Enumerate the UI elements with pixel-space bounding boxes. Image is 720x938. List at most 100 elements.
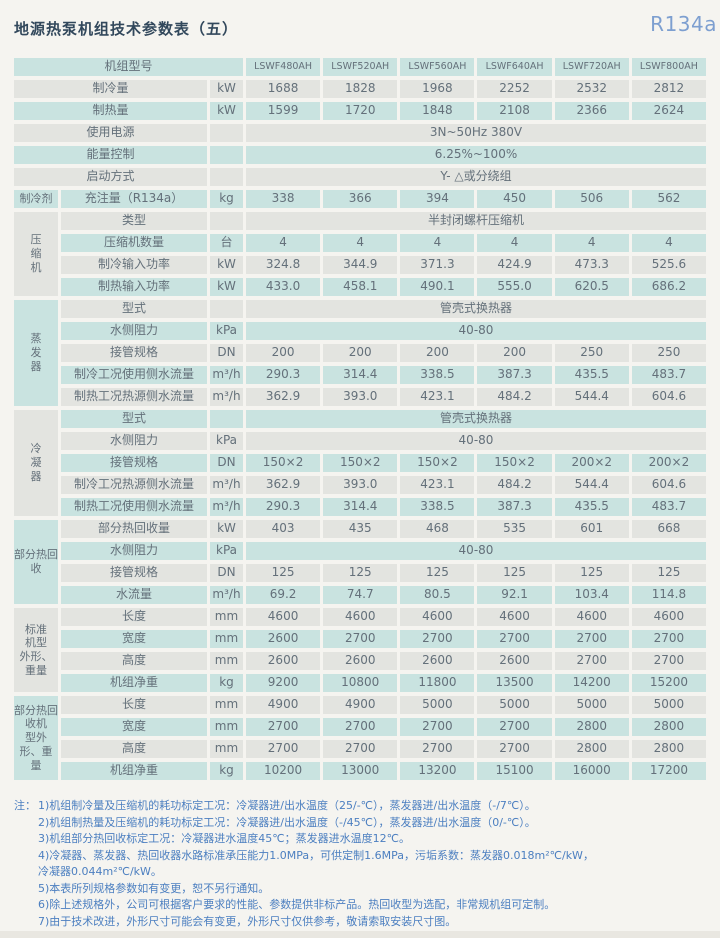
row-label-cell: 制冷量 <box>14 80 207 98</box>
span-value-cell: 半封闭螺杆压缩机 <box>246 212 706 230</box>
unit-cell <box>210 410 243 428</box>
value-cell: 11800 <box>400 674 475 692</box>
value-cell: 9200 <box>246 674 321 692</box>
value-cell: 344.9 <box>323 256 398 274</box>
value-cell: 2600 <box>323 652 398 670</box>
unit-cell: DN <box>210 564 243 582</box>
unit-cell: m³/h <box>210 586 243 604</box>
value-cell: 483.7 <box>631 498 706 516</box>
unit-cell: m³/h <box>210 388 243 406</box>
row-label-cell: 接管规格 <box>61 564 207 582</box>
unit-cell: kg <box>210 674 243 692</box>
value-cell: 10200 <box>246 762 321 780</box>
value-cell: 468 <box>400 520 475 538</box>
unit-cell: m³/h <box>210 476 243 494</box>
group-cell: 部分热回 收机 型外 形、重 量 <box>14 696 58 780</box>
value-cell: 2800 <box>554 740 629 758</box>
value-cell: 1828 <box>323 80 398 98</box>
value-cell: 2800 <box>631 718 706 736</box>
value-cell: 4600 <box>631 608 706 626</box>
row-label-cell: 部分热回收量 <box>61 520 207 538</box>
value-cell: 338.5 <box>400 498 475 516</box>
value-cell: 4600 <box>554 608 629 626</box>
page-title: 地源热泵机组技术参数表（五） <box>14 20 239 38</box>
value-cell: 4 <box>323 234 398 252</box>
value-cell: 2700 <box>477 718 552 736</box>
row-label-cell: 启动方式 <box>14 168 207 186</box>
unit-cell: kPa <box>210 542 243 560</box>
value-cell: 435 <box>323 520 398 538</box>
group-cell: 蒸 发 器 <box>14 300 58 406</box>
unit-cell: kPa <box>210 432 243 450</box>
value-cell: 5000 <box>554 696 629 714</box>
span-value-cell: 40-80 <box>246 432 706 450</box>
model-header-cell: LSWF720AH <box>554 58 629 76</box>
refrigerant-label: R134a <box>650 12 717 36</box>
value-cell: 604.6 <box>631 388 706 406</box>
value-cell: 387.3 <box>477 366 552 384</box>
unit-cell: kW <box>210 256 243 274</box>
value-cell: 250 <box>554 344 629 362</box>
value-cell: 5000 <box>631 696 706 714</box>
value-cell: 371.3 <box>400 256 475 274</box>
value-cell: 4 <box>554 234 629 252</box>
value-cell: 125 <box>477 564 552 582</box>
value-cell: 424.9 <box>477 256 552 274</box>
note-item: 5)本表所列规格参数如有变更，恕不另行通知。 <box>38 881 270 895</box>
notes-items: 1)机组制冷量及压缩机的耗功标定工况：冷凝器进/出水温度（25/-℃），蒸发器进… <box>38 798 714 930</box>
unit-cell: m³/h <box>210 498 243 516</box>
row-label-cell: 制热工况热源侧水流量 <box>61 388 207 406</box>
value-cell: 2624 <box>631 102 706 120</box>
span-value-cell: 3N~50Hz 380V <box>246 124 706 142</box>
value-cell: 290.3 <box>246 498 321 516</box>
value-cell: 2800 <box>554 718 629 736</box>
row-label-cell: 制冷输入功率 <box>61 256 207 274</box>
unit-cell <box>210 146 243 164</box>
unit-cell: kg <box>210 190 243 208</box>
unit-cell: m³/h <box>210 366 243 384</box>
value-cell: 17200 <box>631 762 706 780</box>
value-cell: 103.4 <box>554 586 629 604</box>
value-cell: 69.2 <box>246 586 321 604</box>
row-label-cell: 制热工况使用侧水流量 <box>61 498 207 516</box>
value-cell: 620.5 <box>554 278 629 296</box>
value-cell: 544.4 <box>554 388 629 406</box>
unit-cell: mm <box>210 740 243 758</box>
unit-cell: mm <box>210 718 243 736</box>
value-cell: 5000 <box>400 696 475 714</box>
value-cell: 4900 <box>246 696 321 714</box>
value-cell: 362.9 <box>246 388 321 406</box>
row-label-cell: 使用电源 <box>14 124 207 142</box>
value-cell: 2700 <box>631 630 706 648</box>
value-cell: 338.5 <box>400 366 475 384</box>
value-cell: 4 <box>400 234 475 252</box>
span-value-cell: 6.25%~100% <box>246 146 706 164</box>
value-cell: 1599 <box>246 102 321 120</box>
value-cell: 324.8 <box>246 256 321 274</box>
unit-cell: kg <box>210 762 243 780</box>
value-cell: 314.4 <box>323 366 398 384</box>
value-cell: 200×2 <box>554 454 629 472</box>
value-cell: 2700 <box>323 718 398 736</box>
value-cell: 4900 <box>323 696 398 714</box>
value-cell: 4600 <box>246 608 321 626</box>
value-cell: 200 <box>323 344 398 362</box>
unit-cell: kW <box>210 278 243 296</box>
row-label-cell: 宽度 <box>61 718 207 736</box>
span-value-cell: Y- △或分绕组 <box>246 168 706 186</box>
value-cell: 16000 <box>554 762 629 780</box>
value-cell: 525.6 <box>631 256 706 274</box>
row-label-cell: 接管规格 <box>61 454 207 472</box>
page-header: 地源热泵机组技术参数表（五） R134a <box>14 0 720 52</box>
row-label-cell: 宽度 <box>61 630 207 648</box>
value-cell: 2700 <box>631 652 706 670</box>
value-cell: 544.4 <box>554 476 629 494</box>
value-cell: 394 <box>400 190 475 208</box>
value-cell: 114.8 <box>631 586 706 604</box>
value-cell: 15100 <box>477 762 552 780</box>
value-cell: 74.7 <box>323 586 398 604</box>
value-cell: 604.6 <box>631 476 706 494</box>
value-cell: 13200 <box>400 762 475 780</box>
value-cell: 2700 <box>477 740 552 758</box>
value-cell: 2108 <box>477 102 552 120</box>
